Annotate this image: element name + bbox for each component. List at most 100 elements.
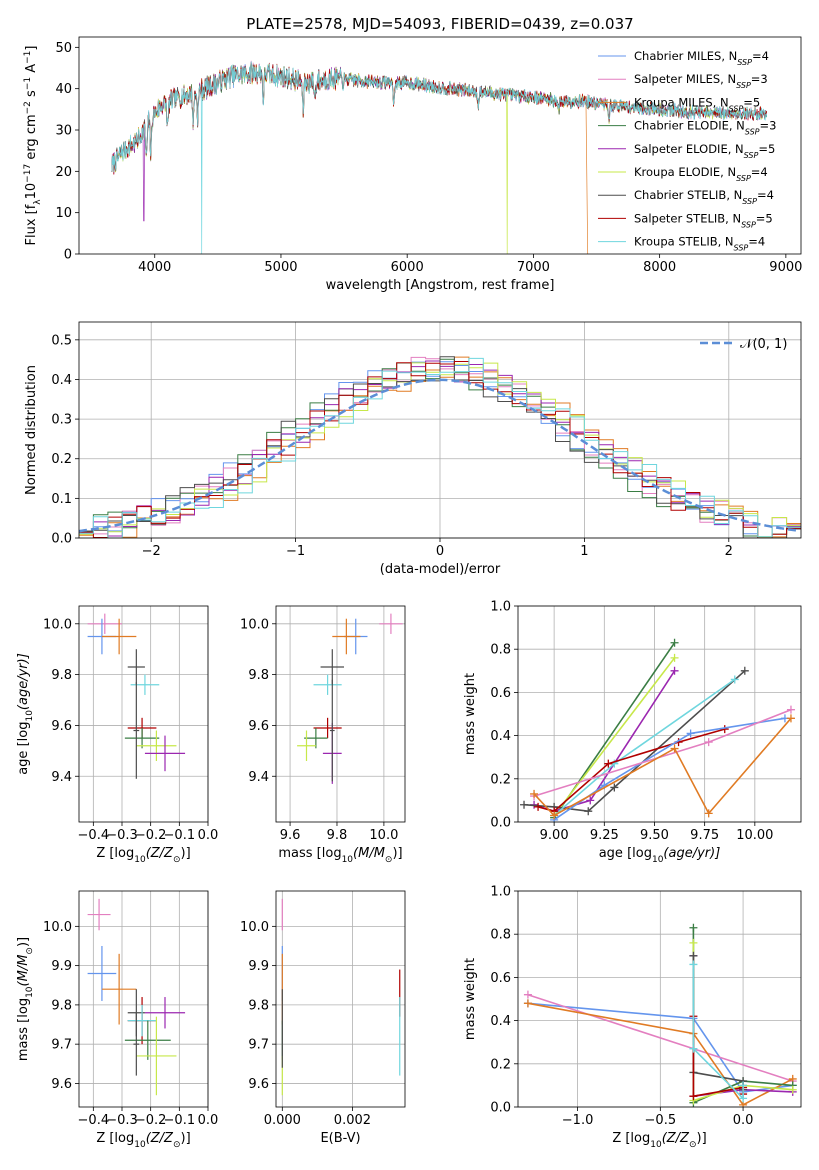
histogram-salpeter_stelib	[79, 361, 801, 538]
x-axis-label: E(B-V)	[320, 1131, 360, 1146]
legend-label: Chabrier ELODIE, NSSP=3	[634, 119, 776, 137]
legend-label: Kroupa MILES, NSSP=5	[634, 95, 760, 113]
weight-marker-kroupa_miles	[530, 789, 539, 798]
panel-ebv_mass: 0.000 0.002 9.6 9.7 9.8 9.9 10.0 E(B-V)	[240, 890, 406, 1146]
legend-label: 𝒩(0, 1)	[740, 337, 787, 352]
y-tick-label: 10.0	[240, 617, 269, 632]
panel-spectrum: 4000 5000 6000 7000 8000 9000 0 10 20 30 40 50 wavel…	[23, 36, 802, 293]
axes-frame	[275, 890, 406, 1108]
weight-marker-kroupa_stelib	[730, 675, 739, 684]
spectrum-line-kroupa_stelib	[111, 61, 768, 254]
plot-area	[79, 356, 801, 538]
x-tick-label: 7000	[517, 260, 550, 275]
y-tick-label: 9.8	[248, 668, 269, 683]
x-tick-label: 9.00	[540, 828, 569, 843]
x-tick-label: 6000	[391, 260, 424, 275]
y-axis-label: Flux [fλ10−17 erg cm−2 s−1 A−1]	[23, 46, 43, 246]
y-tick-label: 0.3	[51, 413, 72, 428]
weight-marker-chabrier_elodie	[689, 923, 698, 932]
y-tick-label: 0.0	[490, 816, 511, 831]
panel-age_weight: 9.00 9.25 9.50 9.75 10.00 0.0 0.2 0.4 0.6 0.8 1.0 a…	[463, 600, 802, 865]
x-tick-label: −0.4	[78, 1113, 110, 1128]
legend-label: Chabrier MILES, NSSP=4	[634, 49, 769, 67]
y-tick-label: 9.4	[51, 770, 72, 785]
weight-marker-kroupa_elodie	[788, 1085, 797, 1094]
y-tick-label: 1.0	[490, 885, 511, 900]
x-tick-label: 2	[725, 544, 733, 559]
legend-label: Kroupa ELODIE, NSSP=4	[634, 165, 768, 183]
x-tick-label: 10.0	[369, 828, 398, 843]
y-tick-label: 0.0	[490, 1101, 511, 1116]
y-axis-label: mass weight	[463, 673, 478, 755]
y-tick-label: 0.8	[490, 928, 511, 943]
x-tick-label: 4000	[138, 260, 171, 275]
y-tick-label: 0.1	[51, 492, 72, 507]
y-tick-label: 9.8	[51, 998, 72, 1013]
x-axis-label: age [log10(age/yr)]	[599, 846, 721, 865]
x-tick-label: 1	[580, 544, 588, 559]
x-axis-label: Z [log10(Z/Z⊙)]	[612, 1131, 706, 1150]
y-tick-label: 30	[55, 124, 72, 139]
axes-frame	[275, 605, 406, 823]
x-tick-label: −1	[286, 544, 305, 559]
x-tick-label: −0.3	[106, 828, 138, 843]
x-tick-label: 0.0	[198, 828, 219, 843]
spectrum-legend: Chabrier MILES, NSSP=4 Salpeter MILES, NS…	[598, 49, 776, 252]
x-tick-label: −2	[142, 544, 161, 559]
y-tick-label: 10.0	[43, 920, 72, 935]
weight-marker-salpeter_stelib	[604, 759, 613, 768]
x-tick-label: 8000	[643, 260, 676, 275]
y-axis-label: mass weight	[463, 958, 478, 1040]
legend-label: Salpeter STELIB, NSSP=5	[634, 211, 773, 229]
plot-area	[297, 613, 403, 784]
y-tick-label: 50	[55, 41, 72, 56]
weight-marker-chabrier_stelib	[584, 807, 593, 816]
y-tick-label: 0.0	[51, 532, 72, 547]
x-tick-label: 0	[436, 544, 444, 559]
y-axis-label: mass [log10(M/M⊙)]	[16, 937, 35, 1061]
x-tick-label: 0.002	[334, 1113, 371, 1128]
weight-marker-kroupa_stelib	[739, 1094, 748, 1103]
y-tick-label: 0.2	[490, 772, 511, 787]
plot-area	[281, 898, 401, 1096]
axes-frame	[517, 890, 802, 1108]
x-tick-label: −0.5	[645, 1113, 677, 1128]
weight-marker-salpeter_stelib	[689, 1092, 698, 1101]
weight-marker-salpeter_miles	[523, 990, 532, 999]
x-tick-label: −0.3	[106, 1113, 138, 1128]
panels: 4000 5000 6000 7000 8000 900001020304050wavel…	[16, 36, 802, 1150]
weight-line-salpeter_miles	[527, 993, 793, 1082]
weight-marker-kroupa_miles	[704, 809, 713, 818]
weight-marker-kroupa_stelib	[739, 1081, 748, 1090]
weight-marker-chabrier_stelib	[520, 800, 529, 809]
y-tick-label: 9.7	[51, 1038, 72, 1053]
x-axis-label: wavelength [Angstrom, rest frame]	[326, 278, 555, 293]
weight-marker-kroupa_miles	[786, 714, 795, 723]
panel-z_weight: −1.0 −0.5 0.0 0.0 0.2 0.4 0.6 0.8 1.0 Z [log10(Z/…	[463, 885, 802, 1150]
y-axis-label: Normed distribution	[24, 365, 39, 495]
x-tick-label: −0.1	[164, 828, 196, 843]
x-axis-label: (data-model)/error	[380, 562, 501, 577]
weight-marker-salpeter_miles	[786, 705, 795, 714]
legend-label: Kroupa STELIB, NSSP=4	[634, 235, 765, 253]
y-tick-label: 10.0	[43, 617, 72, 632]
x-axis-label: mass [log10(M/M⊙)]	[278, 846, 402, 865]
y-tick-label: 0.4	[490, 1014, 511, 1029]
weight-marker-kroupa_elodie	[689, 938, 698, 947]
legend-label: Salpeter ELODIE, NSSP=5	[634, 142, 775, 160]
y-tick-label: 1.0	[490, 600, 511, 615]
legend-label: Salpeter MILES, NSSP=3	[634, 72, 768, 90]
y-tick-label: 9.6	[248, 1077, 269, 1092]
y-tick-label: 0.4	[51, 373, 72, 388]
x-tick-label: 0.0	[733, 1113, 754, 1128]
weight-marker-salpeter_stelib	[534, 802, 543, 811]
normal-curve	[79, 378, 799, 533]
y-tick-label: 9.9	[51, 959, 72, 974]
weight-marker-chabrier_elodie	[670, 638, 679, 647]
panel-z_mass: −0.4−0.3−0.2−0.1 0.0 9.6 9.7 9.8 9.9 10.0 Z [lo…	[16, 890, 218, 1150]
axes-frame	[78, 605, 209, 823]
y-tick-label: 9.7	[248, 1038, 269, 1053]
y-tick-label: 9.4	[248, 770, 269, 785]
axes-frame	[517, 605, 802, 823]
weight-line-kroupa_stelib	[692, 964, 744, 1101]
